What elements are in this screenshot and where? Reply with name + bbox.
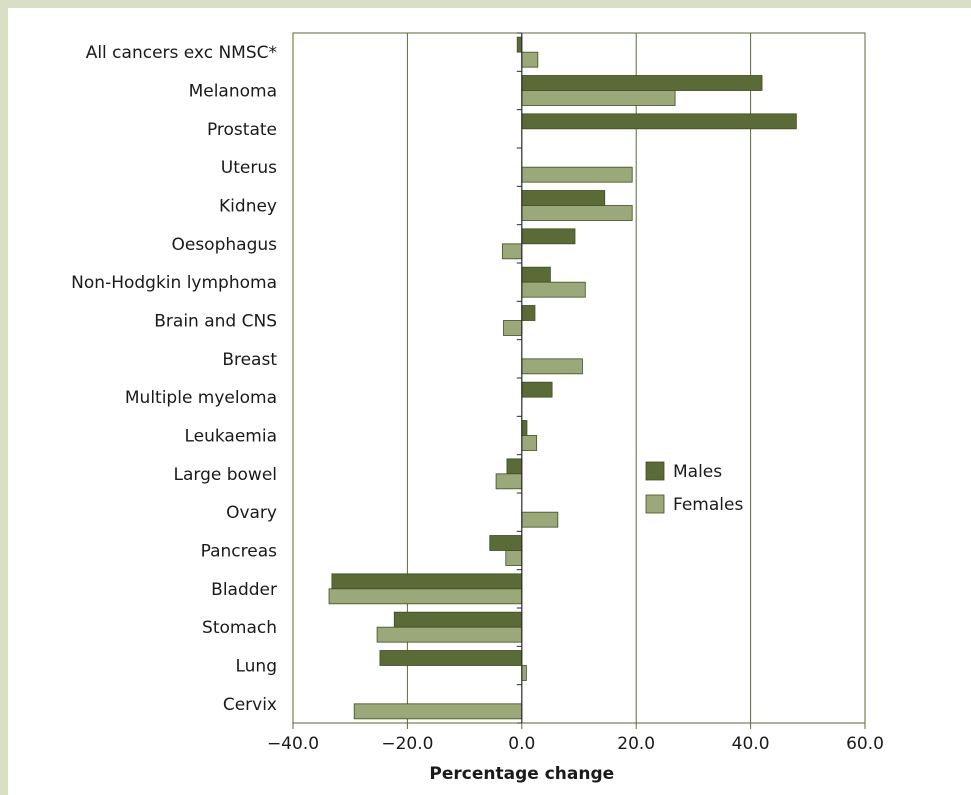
bar-females-13 xyxy=(505,550,523,566)
x-tick-label-5: 60.0 xyxy=(846,734,884,754)
category-label-9: Multiple myeloma xyxy=(125,388,277,408)
bar-females-0 xyxy=(521,51,539,68)
bar-females-7 xyxy=(503,320,523,336)
x-tick-label-4: 40.0 xyxy=(732,734,770,754)
category-label-1: Melanoma xyxy=(189,82,277,102)
bar-females-1 xyxy=(521,90,676,106)
bar-males-2 xyxy=(521,113,797,130)
category-label-5: Oesophagus xyxy=(171,235,277,255)
category-label-8: Breast xyxy=(222,350,277,370)
bar-females-14 xyxy=(328,588,523,605)
category-label-13: Pancreas xyxy=(201,542,278,562)
bar-males-11 xyxy=(506,458,523,475)
bar-females-15 xyxy=(376,626,523,643)
legend-swatch-males xyxy=(645,461,665,481)
category-label-3: Uterus xyxy=(221,158,277,178)
bar-males-9 xyxy=(521,381,553,398)
bar-males-7 xyxy=(521,305,536,321)
bar-males-15 xyxy=(393,611,523,628)
x-tick-label-0: −40.0 xyxy=(267,734,319,754)
category-label-4: Kidney xyxy=(219,197,277,217)
category-label-12: Ovary xyxy=(226,503,277,523)
category-label-0: All cancers exc NMSC* xyxy=(86,43,277,63)
bar-females-4 xyxy=(521,205,633,221)
bar-males-10 xyxy=(521,420,528,436)
bar-females-3 xyxy=(521,166,633,183)
bar-males-14 xyxy=(331,573,523,590)
bar-males-1 xyxy=(521,75,763,91)
bar-females-16 xyxy=(521,665,527,681)
bar-females-6 xyxy=(521,281,586,298)
bar-females-17 xyxy=(353,703,523,720)
plot-frame xyxy=(292,32,866,724)
bar-females-10 xyxy=(521,435,538,451)
category-label-11: Large bowel xyxy=(173,465,277,485)
x-tick-label-1: −20.0 xyxy=(381,734,433,754)
bar-males-6 xyxy=(521,266,551,283)
x-tick-label-2: 0.0 xyxy=(508,734,535,754)
bar-males-16 xyxy=(379,650,523,666)
category-label-17: Cervix xyxy=(223,695,277,715)
category-label-2: Prostate xyxy=(207,120,277,140)
legend-label-males: Males xyxy=(673,462,722,482)
bar-males-5 xyxy=(521,228,576,245)
x-axis-title: Percentage change xyxy=(429,764,614,784)
bar-males-4 xyxy=(521,190,606,206)
bar-females-5 xyxy=(501,243,523,260)
category-label-7: Brain and CNS xyxy=(154,312,277,332)
legend-label-females: Females xyxy=(673,495,743,515)
bar-females-8 xyxy=(521,358,583,375)
bar-females-11 xyxy=(495,473,523,490)
category-label-15: Stomach xyxy=(202,618,277,638)
bar-chart: −40.0 −20.0 0.0 20.0 40.0 60.0 All cancers exc… xyxy=(71,32,884,784)
category-label-16: Lung xyxy=(235,657,277,677)
x-tick-label-3: 20.0 xyxy=(617,734,655,754)
bar-males-0 xyxy=(516,36,523,53)
bar-males-13 xyxy=(489,535,523,551)
category-label-6: Non-Hodgkin lymphoma xyxy=(71,273,277,293)
chart-panel: −40.0 −20.0 0.0 20.0 40.0 60.0 All cancers exc… xyxy=(8,8,971,795)
bar-females-12 xyxy=(521,511,559,528)
category-label-14: Bladder xyxy=(211,580,277,600)
legend-swatch-females xyxy=(645,494,665,514)
category-label-10: Leukaemia xyxy=(184,427,277,447)
